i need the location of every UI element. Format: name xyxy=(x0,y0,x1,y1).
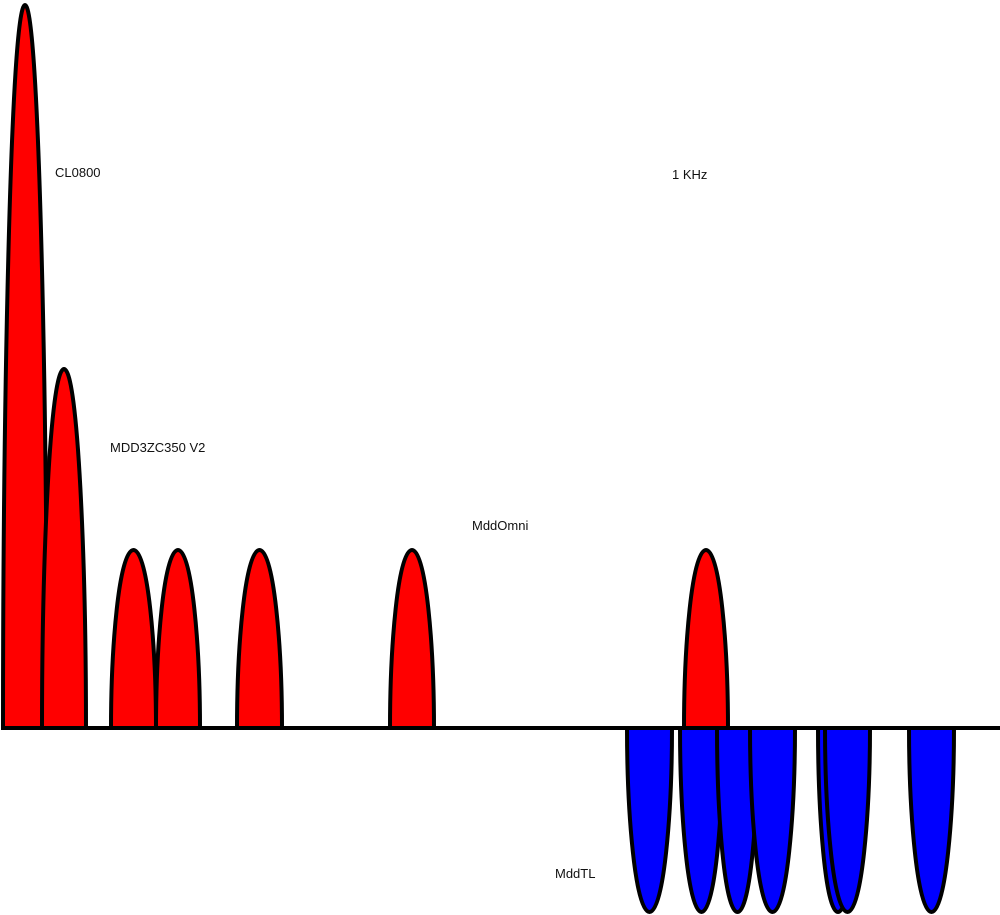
label-mdd3zc350-v2: MDD3ZC350 V2 xyxy=(110,440,206,455)
positive-lobe-4 xyxy=(153,547,203,730)
negative-lobe-1 xyxy=(624,726,675,915)
label-mddtl: MddTL xyxy=(555,866,596,881)
positive-lobe-7 xyxy=(681,547,731,730)
positive-lobe-3 xyxy=(108,547,159,730)
positive-lobe-6 xyxy=(387,547,437,730)
negative-lobes xyxy=(624,726,957,915)
label-mddomni: MddOmni xyxy=(472,518,529,533)
negative-lobe-4 xyxy=(747,726,798,915)
positive-lobe-2 xyxy=(39,366,89,730)
label-frequency: 1 KHz xyxy=(672,167,708,182)
negative-lobe-7 xyxy=(906,726,957,915)
positive-lobes xyxy=(0,2,731,730)
label-cl0800: CL0800 xyxy=(55,165,101,180)
negative-lobe-6 xyxy=(822,726,873,915)
positive-lobe-1 xyxy=(0,2,50,730)
positive-lobe-5 xyxy=(234,547,285,730)
